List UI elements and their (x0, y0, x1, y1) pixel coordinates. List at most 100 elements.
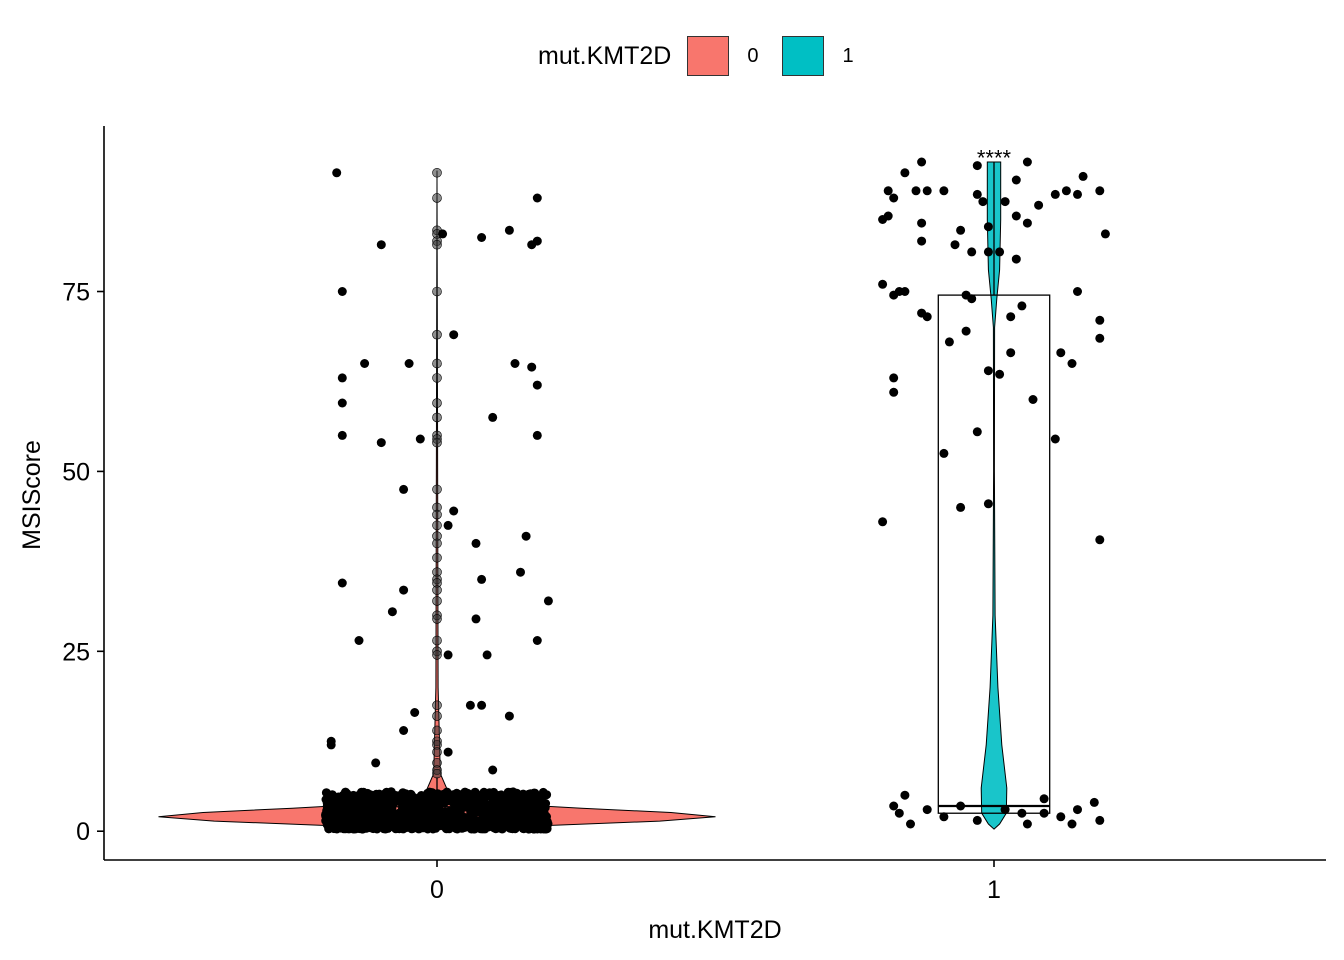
data-point (1095, 333, 1105, 343)
data-point (972, 161, 982, 171)
data-point (469, 824, 479, 833)
data-point (432, 819, 442, 829)
data-point (510, 359, 520, 368)
outlier-point (432, 412, 442, 423)
data-point (900, 790, 910, 800)
data-point (337, 287, 347, 296)
data-point (337, 430, 347, 440)
data-point (516, 567, 525, 577)
data-point (373, 792, 382, 801)
data-point (412, 823, 422, 833)
data-point (490, 817, 500, 827)
data-point (503, 813, 513, 823)
data-point (378, 800, 387, 810)
outlier-point (432, 635, 442, 646)
y-tick-label-0: 0 (76, 818, 90, 846)
data-point (477, 574, 487, 584)
data-point (527, 362, 537, 372)
outlier-point (432, 614, 442, 624)
outlier-point (432, 585, 442, 595)
data-point (878, 279, 888, 289)
data-point (956, 502, 966, 512)
outlier-point (432, 329, 442, 340)
data-point (359, 800, 369, 810)
outlier-point (432, 711, 442, 721)
legend-label-1: 1 (842, 44, 854, 67)
outlier-point (432, 167, 442, 178)
data-point (1073, 189, 1082, 199)
data-point (950, 240, 960, 250)
data-point (900, 168, 910, 178)
data-point (387, 607, 397, 617)
data-point (412, 813, 422, 823)
data-point (1073, 287, 1082, 296)
data-point (527, 823, 537, 833)
data-point (1000, 197, 1010, 207)
data-point (956, 801, 966, 811)
data-point (1022, 819, 1032, 829)
data-point (956, 225, 966, 235)
data-point (900, 287, 910, 296)
data-point (983, 366, 993, 376)
data-point (499, 799, 509, 809)
outlier-point (432, 193, 442, 203)
data-point (482, 650, 492, 660)
data-point (983, 499, 993, 509)
data-point (983, 247, 993, 257)
data-point (1011, 254, 1021, 264)
outlier-point (432, 484, 442, 495)
data-point (1034, 200, 1044, 210)
data-point (1073, 805, 1082, 815)
data-point (1067, 819, 1077, 829)
data-point (939, 448, 949, 458)
data-point (1095, 186, 1105, 196)
data-point (894, 808, 904, 818)
data-point (1028, 395, 1038, 404)
data-point (333, 792, 343, 802)
data-point (516, 796, 526, 806)
data-point (1039, 808, 1049, 818)
data-point (532, 236, 542, 246)
data-point (348, 805, 358, 815)
data-point (878, 517, 888, 527)
data-point (1017, 808, 1027, 818)
y-tick-label-75: 75 (62, 279, 90, 307)
data-point (354, 790, 364, 800)
outlier-point (432, 747, 442, 757)
data-point (543, 596, 553, 606)
data-point (354, 636, 364, 645)
outlier-point (432, 596, 442, 606)
data-point (889, 193, 899, 203)
outlier-point (432, 239, 442, 250)
data-point (417, 797, 427, 807)
data-point (465, 804, 475, 814)
data-point (922, 312, 932, 322)
data-point (465, 700, 475, 710)
data-point (433, 789, 443, 799)
outlier-point (432, 509, 442, 520)
data-point (995, 369, 1005, 379)
data-point (1006, 312, 1016, 322)
data-point (347, 791, 357, 801)
data-point (415, 434, 425, 444)
data-point (519, 824, 529, 834)
data-point (337, 373, 347, 383)
data-point (532, 380, 542, 390)
data-point (504, 711, 514, 721)
data-point (350, 819, 360, 829)
data-point (1022, 218, 1032, 228)
data-point (368, 824, 378, 834)
data-point (939, 812, 949, 822)
outlier-point (432, 538, 442, 549)
data-point (504, 225, 514, 235)
data-point (917, 157, 927, 167)
data-point (532, 430, 542, 440)
y-axis-ticks: 0 25 50 75 (62, 279, 104, 846)
data-point (889, 801, 899, 811)
outlier-point (432, 358, 442, 369)
data-point (371, 804, 381, 814)
data-point (1006, 348, 1016, 358)
data-point (371, 758, 381, 768)
data-point (972, 427, 982, 437)
